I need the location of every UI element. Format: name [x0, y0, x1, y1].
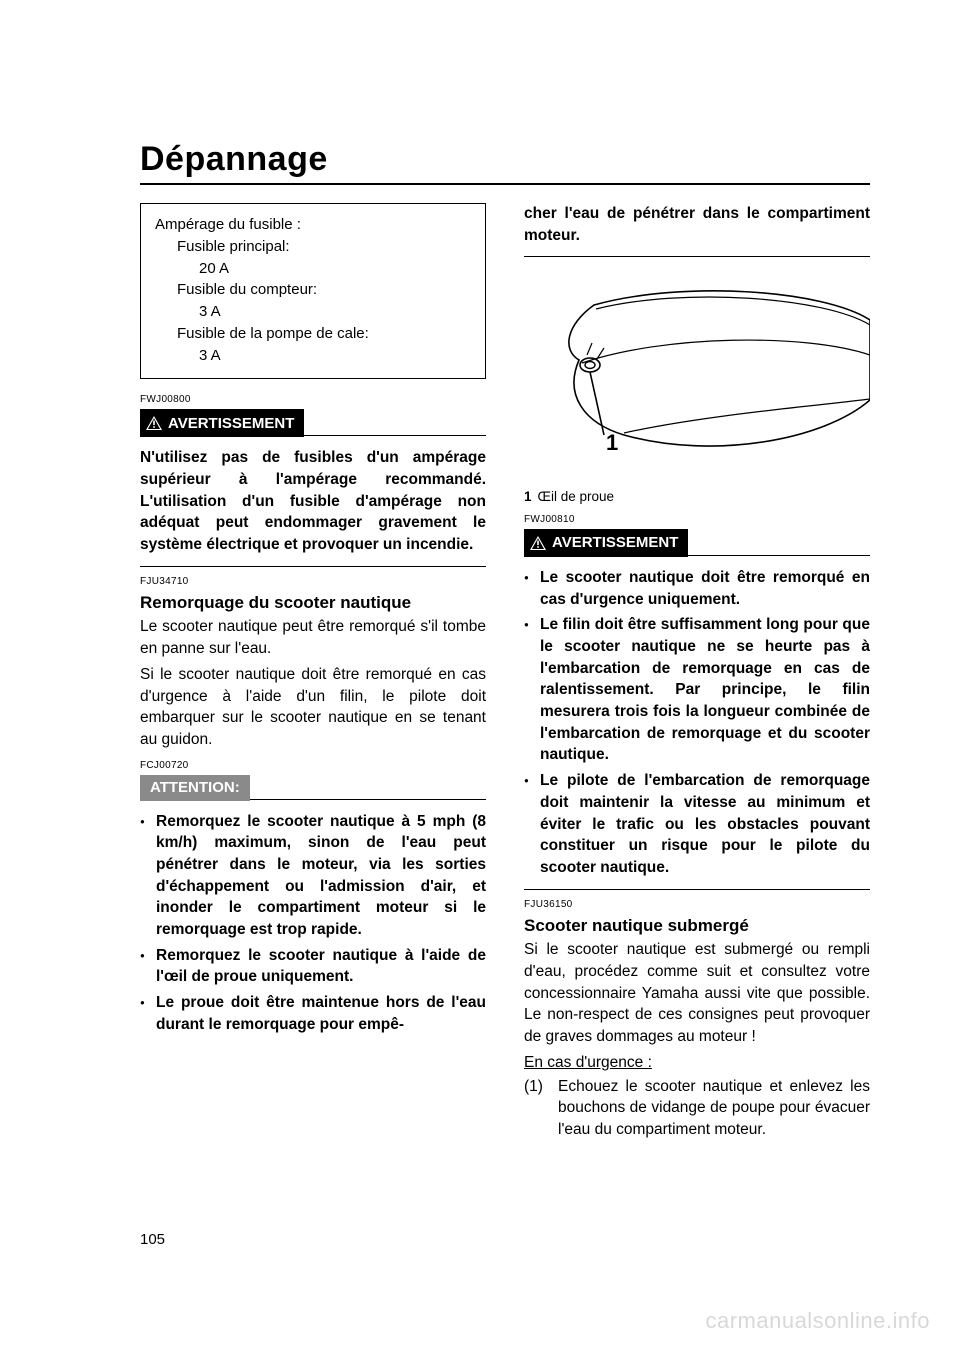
section-rule — [524, 889, 870, 890]
warning-header: AVERTISSEMENT — [140, 409, 486, 437]
fuse-item-label: Fusible de la pompe de cale: — [155, 323, 471, 345]
continued-text: cher l'eau de pénétrer dans le compartim… — [524, 203, 870, 246]
list-item: Le pilote de l'embarcation de remorquage… — [524, 770, 870, 878]
caption-text: Œil de proue — [538, 489, 615, 504]
list-item: Remorquez le scooter nautique à l'aide d… — [140, 945, 486, 988]
section-heading: Remorquage du scooter nautique — [140, 591, 486, 615]
warning-badge: AVERTISSEMENT — [524, 529, 688, 557]
warning-text: N'utilisez pas de fusibles d'un ampérage… — [140, 447, 486, 555]
reference-code: FWJ00810 — [524, 513, 870, 527]
warning-label: AVERTISSEMENT — [168, 413, 294, 434]
warning-badge: AVERTISSEMENT — [140, 409, 304, 437]
reference-code: FJU34710 — [140, 575, 486, 589]
list-item: Le filin doit être suffisamment long pou… — [524, 614, 870, 766]
warning-list: Le scooter nautique doit être remorqué e… — [524, 567, 870, 879]
fuse-item-label: Fusible principal: — [155, 236, 471, 258]
page-title: Dépannage — [140, 140, 870, 179]
fuse-item-value: 20 A — [155, 258, 471, 280]
section-rule — [140, 566, 486, 567]
attention-badge: ATTENTION: — [140, 775, 250, 801]
warning-label: AVERTISSEMENT — [552, 532, 678, 553]
right-column: cher l'eau de pénétrer dans le compartim… — [524, 203, 870, 1141]
fuse-rating-box: Ampérage du fusible : Fusible principal:… — [140, 203, 486, 379]
page-number: 105 — [140, 1231, 165, 1248]
two-column-layout: Ampérage du fusible : Fusible principal:… — [140, 203, 870, 1141]
fuse-item-label: Fusible du compteur: — [155, 279, 471, 301]
bow-eye-figure: 1 — [524, 265, 870, 482]
step-text: Echouez le scooter nautique et enlevez l… — [558, 1076, 870, 1141]
procedure-step: (1) Echouez le scooter nautique et enlev… — [524, 1076, 870, 1141]
fuse-item-value: 3 A — [155, 345, 471, 367]
body-paragraph: Si le scooter nautique doit être remorqu… — [140, 664, 486, 751]
attention-header: ATTENTION: — [140, 775, 486, 801]
attention-label: ATTENTION: — [150, 777, 240, 798]
manual-page: Dépannage Ampérage du fusible : Fusible … — [0, 0, 960, 1358]
reference-code: FWJ00800 — [140, 393, 486, 407]
body-paragraph: Si le scooter nautique est submergé ou r… — [524, 939, 870, 1047]
title-rule — [140, 183, 870, 185]
attention-list: Remorquez le scooter nautique à 5 mph (8… — [140, 811, 486, 1036]
attention-rule — [250, 799, 486, 800]
section-heading: Scooter nautique submergé — [524, 914, 870, 938]
warning-triangle-icon — [146, 416, 162, 430]
body-paragraph: Le scooter nautique peut être remorqué s… — [140, 616, 486, 659]
figure-callout-number: 1 — [606, 430, 618, 455]
figure-caption: 1 Œil de proue — [524, 488, 870, 507]
warning-rule — [688, 555, 870, 556]
warning-triangle-icon — [530, 536, 546, 550]
caption-number: 1 — [524, 489, 532, 504]
fuse-box-heading: Ampérage du fusible : — [155, 214, 471, 236]
reference-code: FJU36150 — [524, 898, 870, 912]
left-column: Ampérage du fusible : Fusible principal:… — [140, 203, 486, 1141]
list-item: Le proue doit être maintenue hors de l'e… — [140, 992, 486, 1035]
list-item: Le scooter nautique doit être remorqué e… — [524, 567, 870, 610]
bow-eye-illustration: 1 — [524, 265, 870, 475]
watermark-text: carmanualsonline.info — [705, 1308, 930, 1334]
fuse-item-value: 3 A — [155, 301, 471, 323]
step-number: (1) — [524, 1076, 558, 1098]
reference-code: FCJ00720 — [140, 759, 486, 773]
section-rule — [524, 256, 870, 257]
warning-header: AVERTISSEMENT — [524, 529, 870, 557]
emergency-label: En cas d'urgence : — [524, 1052, 870, 1074]
warning-rule — [304, 435, 486, 436]
list-item: Remorquez le scooter nautique à 5 mph (8… — [140, 811, 486, 941]
